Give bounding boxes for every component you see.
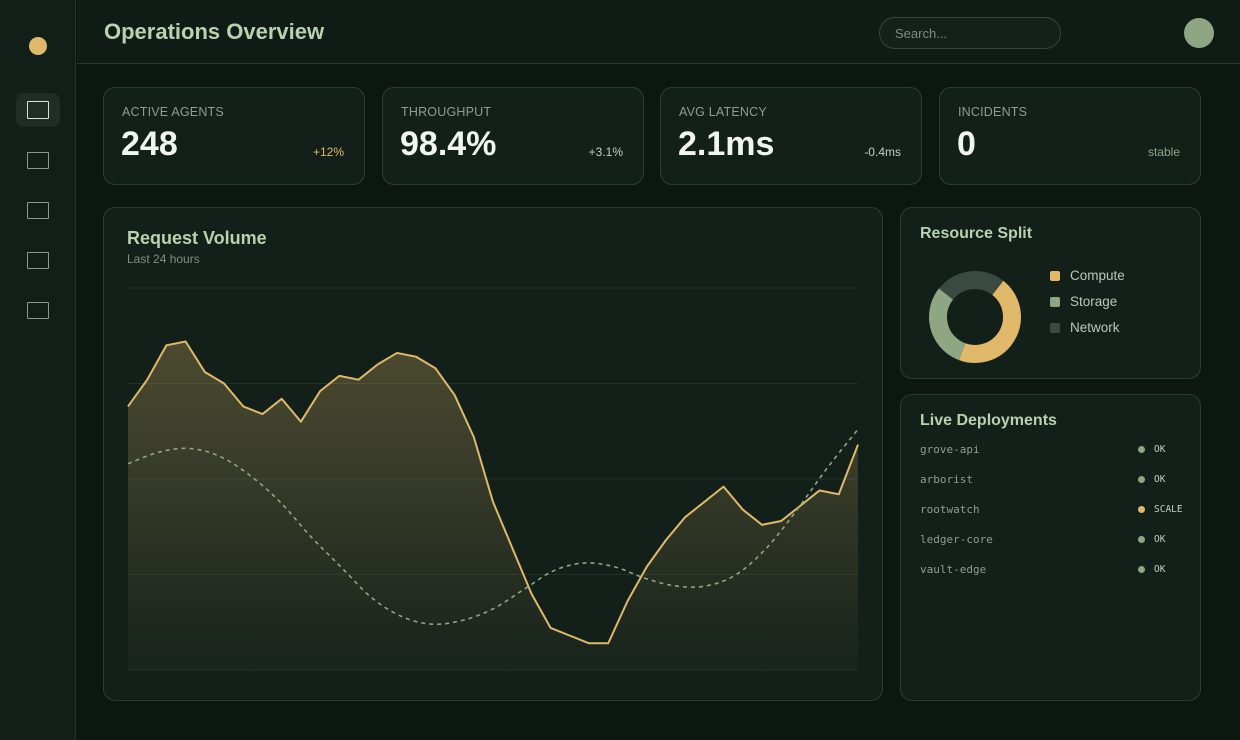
sidebar-item-dashboard[interactable] [16, 93, 60, 127]
panel-title: Resource Split [920, 225, 1033, 242]
sidebar-item-3[interactable] [16, 193, 60, 227]
kpi-delta: stable [1147, 145, 1180, 159]
status-dot-icon [1138, 565, 1145, 573]
sidebar-item-4[interactable] [16, 243, 60, 277]
kpi-value: 248 [121, 125, 178, 163]
panel-icon [27, 251, 49, 269]
search-input[interactable] [879, 17, 1061, 49]
kpi-card-throughput: THROUGHPUT 98.4% +3.1% [382, 87, 644, 185]
dashboard-icon [27, 101, 49, 119]
donut-slice-storage [929, 271, 1021, 363]
status-dot-icon [1138, 505, 1145, 513]
sidebar [0, 0, 76, 740]
deployment-row[interactable]: rootwatch SCALE [920, 499, 1183, 519]
kpi-delta: +3.1% [588, 145, 623, 159]
panel-icon [27, 201, 49, 219]
legend-swatch [1050, 296, 1060, 307]
page-title: Operations Overview [104, 19, 325, 44]
donut-slice-compute [929, 271, 1021, 363]
deployment-name: rootwatch [920, 502, 980, 516]
chart-title: Request Volume [127, 228, 267, 248]
panel-title: Live Deployments [920, 412, 1057, 429]
kpi-label: AVG LATENCY [679, 105, 767, 119]
deployment-name: grove-api [920, 442, 980, 456]
panel-icon [27, 151, 49, 169]
kpi-card-incidents: INCIDENTS 0 stable [939, 87, 1201, 185]
kpi-label: ACTIVE AGENTS [122, 105, 224, 119]
header: Operations Overview [77, 0, 1240, 64]
series-area [128, 341, 858, 670]
deployment-status: OK [1138, 534, 1165, 545]
legend-label: Storage [1070, 294, 1118, 309]
deployment-row[interactable]: arborist OK [920, 469, 1181, 489]
deployment-row[interactable]: grove-api OK [920, 439, 1181, 459]
status-label: OK [1154, 533, 1166, 545]
deployment-row[interactable]: vault-edge OK [920, 559, 1181, 579]
status-dot-icon [1138, 475, 1145, 483]
kpi-label: INCIDENTS [958, 105, 1028, 119]
legend-swatch [1050, 270, 1060, 281]
legend-item-storage: Storage [1050, 294, 1117, 309]
deployment-status: OK [1138, 564, 1165, 575]
panel-icon [27, 301, 49, 319]
sidebar-item-2[interactable] [16, 143, 60, 177]
kpi-value: 2.1ms [678, 125, 775, 163]
kpi-value: 98.4% [400, 125, 497, 163]
series-line-secondary [127, 428, 859, 626]
legend-label: Compute [1070, 268, 1125, 283]
resource-split-card: Resource Split Compute Storage Network [900, 207, 1201, 379]
kpi-value: 0 [957, 125, 976, 163]
deployment-row[interactable]: ledger-core OK [920, 529, 1181, 549]
status-label: OK [1154, 563, 1166, 575]
deployment-name: arborist [920, 472, 973, 486]
legend-swatch [1050, 322, 1060, 333]
status-label: OK [1154, 443, 1166, 455]
legend-item-network: Network [1050, 320, 1120, 335]
status-dot-icon [1138, 445, 1145, 453]
series-line-primary [127, 340, 859, 645]
deployment-status: OK [1138, 444, 1165, 455]
status-label: SCALE [1154, 503, 1183, 515]
kpi-delta: -0.4ms [864, 145, 901, 159]
status-dot-icon [1138, 535, 1145, 543]
chart-subtitle: Last 24 hours [127, 252, 200, 266]
deployment-status: SCALE [1138, 504, 1183, 515]
logo-icon[interactable] [29, 37, 47, 55]
legend-label: Network [1070, 320, 1120, 335]
kpi-label: THROUGHPUT [401, 105, 492, 119]
avatar[interactable] [1184, 18, 1214, 48]
live-deployments-card: Live Deployments grove-api OK arborist O… [900, 394, 1201, 701]
deployment-name: ledger-core [920, 532, 993, 546]
kpi-card-active-agents: ACTIVE AGENTS 248 +12% [103, 87, 365, 185]
kpi-delta: +12% [312, 145, 344, 159]
legend-item-compute: Compute [1050, 268, 1125, 283]
request-volume-chart [127, 287, 859, 671]
deployment-name: vault-edge [920, 562, 987, 576]
request-volume-card: Request Volume Last 24 hours [103, 207, 883, 701]
resource-donut-chart [929, 271, 1021, 363]
kpi-card-avg-latency: AVG LATENCY 2.1ms -0.4ms [660, 87, 922, 185]
deployment-status: OK [1138, 474, 1165, 485]
status-label: OK [1154, 473, 1166, 485]
sidebar-item-5[interactable] [16, 293, 60, 327]
